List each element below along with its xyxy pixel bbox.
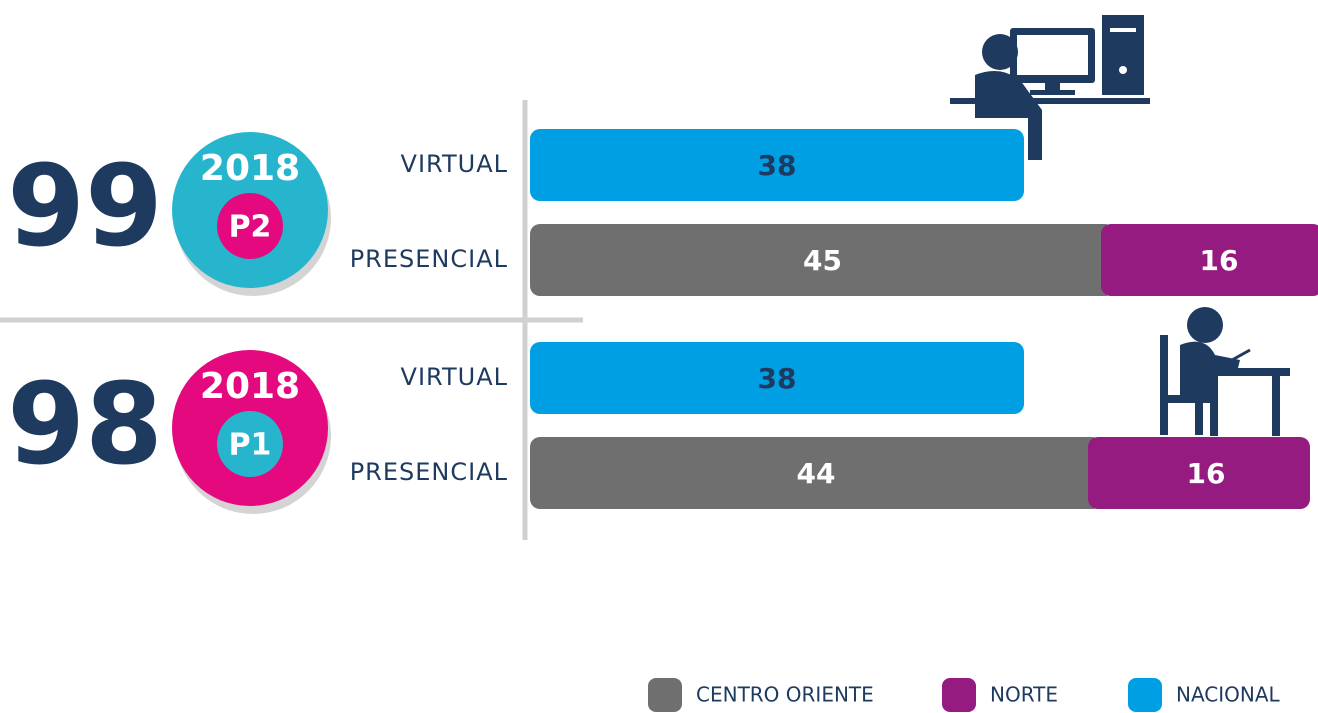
- group-total: 98: [7, 360, 163, 490]
- badge-year: 2018: [200, 148, 300, 189]
- period-badge: [217, 411, 283, 477]
- legend-label: NORTE: [990, 683, 1058, 707]
- value-label: 45: [803, 244, 842, 277]
- value-label: 16: [1187, 457, 1226, 490]
- value-label: 44: [797, 457, 836, 490]
- row-label: VIRTUAL: [401, 363, 508, 391]
- bar-segment: [530, 342, 1024, 414]
- bar-segment: [1088, 437, 1310, 509]
- legend-swatch: [648, 678, 682, 712]
- period-badge: [217, 193, 283, 259]
- legend-swatch: [1128, 678, 1162, 712]
- bar-segment: [530, 224, 1115, 296]
- bar-segment: [530, 129, 1024, 201]
- bar-segment: [1101, 224, 1318, 296]
- value-label: 16: [1200, 244, 1239, 277]
- badge-period: P2: [229, 210, 272, 245]
- badge-year: 2018: [200, 366, 300, 407]
- legend-swatch: [942, 678, 976, 712]
- value-label: 38: [758, 149, 797, 182]
- bar-segment: [530, 437, 1102, 509]
- legend-label: NACIONAL: [1176, 683, 1281, 707]
- computer-icon: [950, 15, 1150, 160]
- legend-label: CENTRO ORIENTE: [696, 683, 874, 707]
- group-total: 99: [7, 142, 163, 272]
- row-label: VIRTUAL: [401, 150, 508, 178]
- row-label: PRESENCIAL: [350, 245, 508, 273]
- value-label: 38: [758, 362, 797, 395]
- student-icon: [1160, 307, 1290, 436]
- row-label: PRESENCIAL: [350, 458, 508, 486]
- badge-period: P1: [229, 428, 272, 463]
